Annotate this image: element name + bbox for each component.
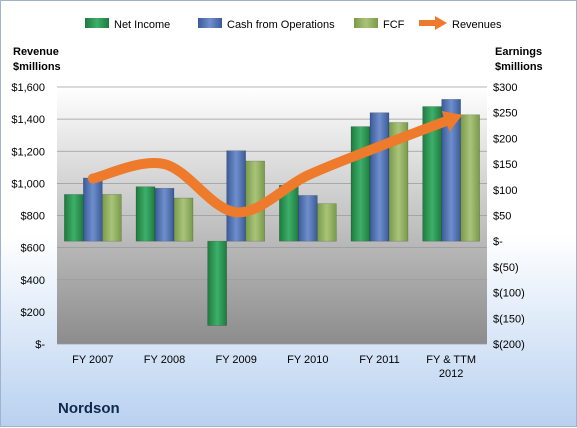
bar-cash-from-operations bbox=[370, 113, 389, 242]
legend-swatch-revenues-arrowhead bbox=[435, 16, 447, 30]
left-tick-label: $800 bbox=[21, 211, 45, 223]
left-tick-label: $200 bbox=[21, 307, 45, 319]
right-tick-label: $(50) bbox=[493, 262, 519, 274]
legend-swatch-fcf bbox=[354, 18, 378, 28]
left-tick-label: $1,400 bbox=[11, 114, 45, 126]
left-tick-label: $1,200 bbox=[11, 146, 45, 158]
right-tick-label: $100 bbox=[493, 185, 517, 197]
right-axis-title-line-2: $millions bbox=[495, 61, 543, 73]
bar-net-income bbox=[136, 187, 155, 241]
bar-cash-from-operations bbox=[227, 151, 246, 241]
legend-label-fcf: FCF bbox=[383, 19, 405, 31]
x-tick-label: FY 2010 bbox=[287, 354, 328, 366]
left-tick-label: $1,000 bbox=[11, 178, 45, 190]
right-tick-label: $150 bbox=[493, 159, 517, 171]
bar-net-income bbox=[351, 127, 370, 242]
left-axis-title-line-1: Revenue bbox=[13, 46, 59, 58]
legend: Net Income Cash from Operations FCF Reve… bbox=[85, 16, 502, 31]
x-axis-ticks: FY 2007 FY 2008 FY 2009 FY 2010 FY 2011 FY & … bbox=[72, 354, 476, 380]
legend-label-revenues: Revenues bbox=[452, 19, 502, 31]
x-tick-label: FY 2011 bbox=[359, 354, 400, 366]
right-tick-label: $(150) bbox=[493, 313, 525, 325]
legend-label-net-income: Net Income bbox=[114, 19, 170, 31]
bar-fcf bbox=[461, 115, 480, 241]
right-tick-label: $(200) bbox=[493, 339, 525, 351]
bar-fcf bbox=[317, 204, 336, 242]
left-tick-label: $600 bbox=[21, 243, 45, 255]
x-tick-label: FY 2007 bbox=[72, 354, 113, 366]
right-tick-label: $250 bbox=[493, 108, 517, 120]
right-axis-ticks: $(200) $(150) $(100) $(50) $- $50 $100 $150 $200… bbox=[493, 82, 525, 351]
left-tick-label: $400 bbox=[21, 275, 45, 287]
bar-cash-from-operations bbox=[298, 195, 317, 241]
legend-swatch-cash-from-operations bbox=[198, 18, 222, 28]
bar-net-income bbox=[208, 241, 227, 325]
right-tick-label: $- bbox=[493, 236, 503, 248]
left-axis-title-line-2: $millions bbox=[13, 61, 61, 73]
right-tick-label: $50 bbox=[493, 211, 511, 223]
company-name: Nordson bbox=[58, 400, 120, 417]
x-tick-label: FY 2009 bbox=[215, 354, 256, 366]
right-tick-label: $200 bbox=[493, 133, 517, 145]
bar-fcf bbox=[174, 198, 193, 241]
left-tick-label: $1,600 bbox=[11, 82, 45, 94]
bar-cash-from-operations bbox=[155, 188, 174, 241]
right-tick-label: $(100) bbox=[493, 288, 525, 300]
left-axis-ticks: $- $200 $400 $600 $800 $1,000 $1,200 $1,400 $1,6… bbox=[11, 82, 45, 351]
legend-label-cash-from-operations: Cash from Operations bbox=[227, 19, 335, 31]
bar-net-income bbox=[64, 194, 83, 241]
right-tick-label: $300 bbox=[493, 82, 517, 94]
left-tick-label: $- bbox=[35, 339, 45, 351]
bar-cash-from-operations bbox=[83, 178, 102, 241]
legend-swatch-net-income bbox=[85, 18, 109, 28]
right-axis-title-line-1: Earnings bbox=[495, 46, 542, 58]
bar-fcf bbox=[102, 194, 121, 241]
x-tick-label: FY 2008 bbox=[144, 354, 185, 366]
x-tick-label: 2012 bbox=[439, 368, 463, 380]
x-tick-label: FY & TTM bbox=[426, 354, 476, 366]
